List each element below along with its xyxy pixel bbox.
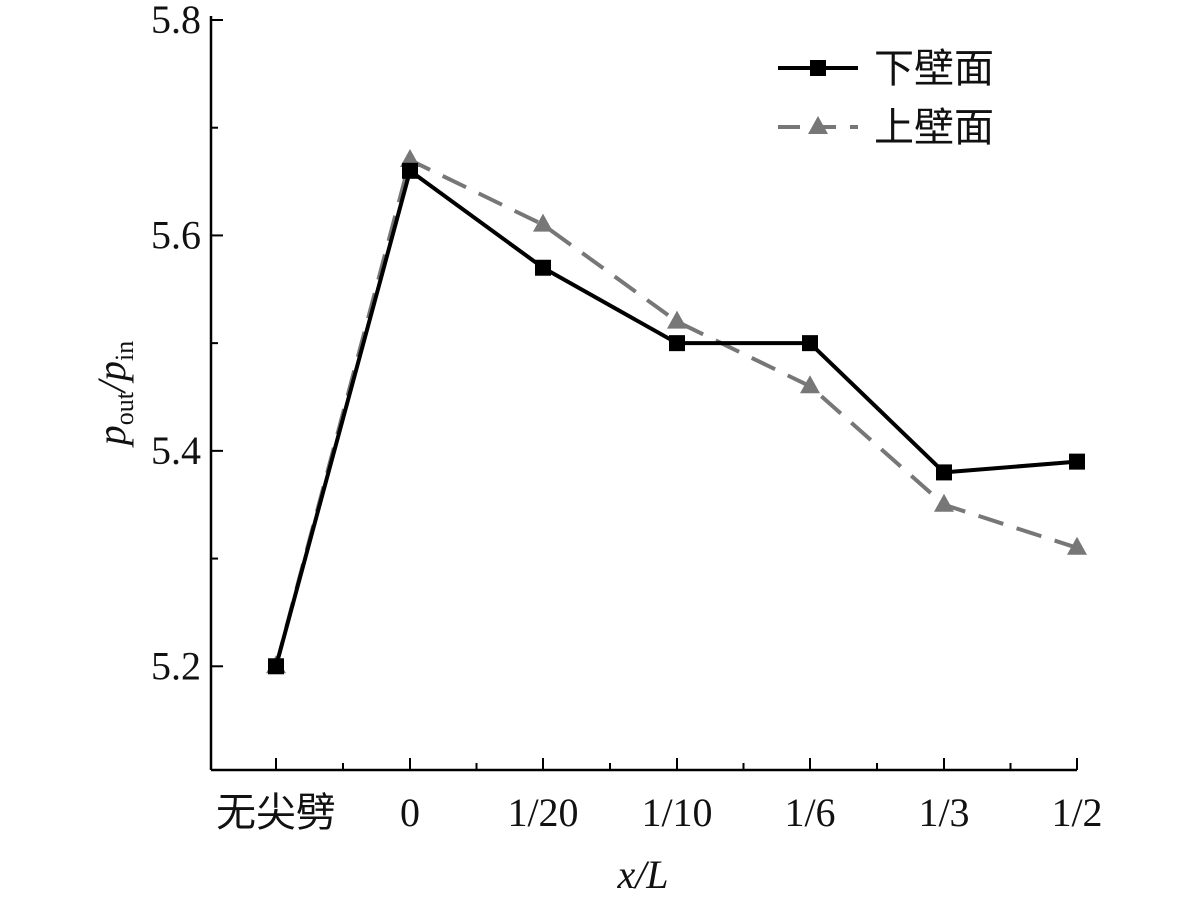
data-point-marker (535, 259, 551, 276)
y-axis-label: pout/pin (89, 341, 139, 449)
series-line (274, 168, 1078, 667)
x-tick-label: 无尖劈 (216, 790, 336, 835)
data-point-marker (669, 335, 685, 352)
data-point-marker (402, 162, 418, 179)
legend-label: 上壁面 (874, 105, 994, 150)
series-line (274, 158, 1078, 667)
data-point-marker (400, 149, 420, 168)
data-point-marker (800, 375, 820, 394)
series-upper-wall (266, 149, 1087, 674)
data-point-marker (934, 493, 954, 512)
legend-item: 上壁面 (778, 105, 994, 150)
y-tick-label: 5.4 (151, 428, 201, 473)
y-axis-label-slash: / (89, 377, 134, 394)
x-tick-label: 1/10 (641, 790, 712, 835)
y-ticks: 5.2 5.4 5.6 5.8 (151, 0, 223, 688)
legend-label: 下壁面 (874, 46, 994, 91)
x-tick-label: 0 (400, 790, 420, 835)
x-tick-label: 1/2 (1051, 790, 1102, 835)
y-tick-label: 5.6 (151, 212, 201, 257)
x-ticks: 无尖劈 0 1/20 1/10 1/6 1/3 1/2 (216, 758, 1103, 835)
data-point-marker (936, 464, 952, 481)
data-point-marker (268, 658, 284, 675)
y-axis-label-p2: p (89, 361, 134, 384)
x-tick-label: 1/20 (507, 790, 578, 835)
x-tick-label: 1/6 (784, 790, 835, 835)
y-tick-label: 5.2 (151, 643, 201, 688)
x-axis-label: x/L (616, 852, 668, 897)
y-axis-label-p1: p (89, 425, 134, 448)
series-layer (266, 149, 1087, 675)
legend-marker (808, 116, 828, 134)
data-point-marker (667, 310, 687, 329)
data-point-marker (802, 335, 818, 352)
data-point-marker (1067, 536, 1087, 555)
y-tick-label: 5.8 (151, 0, 201, 42)
legend-item: 下壁面 (778, 46, 994, 91)
legend-marker (810, 60, 826, 76)
y-axis-label-sub-out: out (110, 391, 139, 425)
axes (209, 16, 1077, 772)
y-axis-label-sub-in: in (110, 341, 139, 361)
data-point-marker (1069, 453, 1085, 470)
x-tick-label: 1/3 (918, 790, 969, 835)
data-point-marker (533, 213, 553, 232)
series-lower-wall (268, 162, 1085, 675)
